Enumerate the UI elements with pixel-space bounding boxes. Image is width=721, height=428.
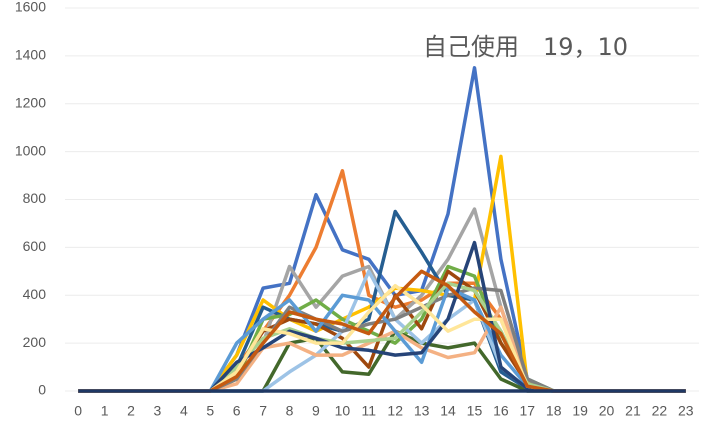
x-tick-label: 13 xyxy=(414,403,430,419)
x-tick-label: 20 xyxy=(599,403,615,419)
x-tick-label: 19 xyxy=(572,403,588,419)
x-tick-label: 14 xyxy=(440,403,456,419)
x-tick-label: 23 xyxy=(678,403,694,419)
x-tick-label: 5 xyxy=(206,403,214,419)
series-line xyxy=(78,66,686,393)
x-tick-label: 9 xyxy=(312,403,320,419)
y-tick-label: 400 xyxy=(23,286,47,302)
series-line xyxy=(78,305,686,393)
x-tick-label: 7 xyxy=(259,403,267,419)
x-tick-label: 12 xyxy=(387,403,403,419)
x-tick-label: 2 xyxy=(127,403,135,419)
x-tick-label: 22 xyxy=(652,403,668,419)
x-tick-label: 0 xyxy=(74,403,82,419)
x-tick-label: 4 xyxy=(180,403,188,419)
y-tick-label: 600 xyxy=(23,238,47,254)
y-tick-label: 0 xyxy=(38,382,46,398)
x-tick-label: 10 xyxy=(335,403,351,419)
x-tick-label: 8 xyxy=(286,403,294,419)
y-tick-label: 1000 xyxy=(15,142,46,158)
x-tick-label: 6 xyxy=(233,403,241,419)
x-tick-label: 15 xyxy=(467,403,483,419)
y-tick-label: 1200 xyxy=(15,94,46,110)
y-tick-label: 1600 xyxy=(15,0,46,15)
annotation: 自己使用 19，10 xyxy=(423,33,628,61)
x-tick-label: 16 xyxy=(493,403,509,419)
x-tick-label: 3 xyxy=(154,403,162,419)
y-tick-label: 200 xyxy=(23,334,47,350)
y-tick-label: 1400 xyxy=(15,47,46,63)
x-tick-label: 21 xyxy=(625,403,641,419)
x-tick-label: 1 xyxy=(101,403,109,419)
series-line xyxy=(78,169,686,393)
x-tick-label: 11 xyxy=(362,403,377,419)
x-tick-label: 17 xyxy=(520,403,536,419)
y-tick-label: 800 xyxy=(23,190,47,206)
x-tick-label: 18 xyxy=(546,403,562,419)
